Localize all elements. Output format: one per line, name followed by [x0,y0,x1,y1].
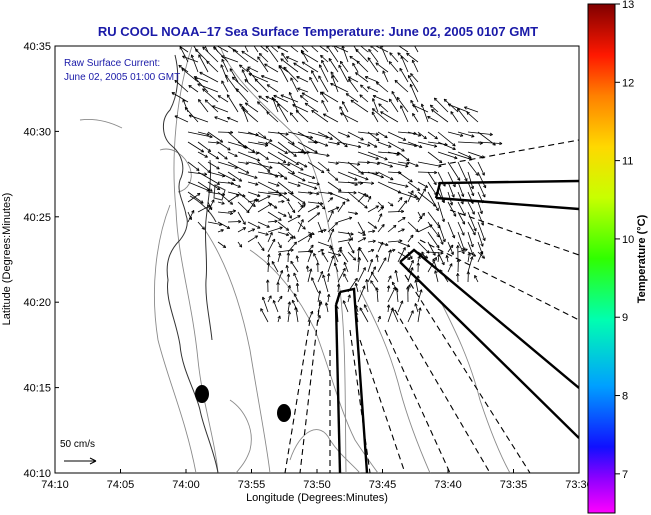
scale-label: 50 cm/s [60,439,95,450]
colorbar-tick-label: 10 [622,234,634,246]
map-title: RU COOL NOAA–17 Sea Surface Temperature:… [98,24,538,39]
annotation-line1: Raw Surface Current: [64,58,160,69]
x-tick-label: 73:45 [369,479,397,491]
x-tick-label: 73:35 [500,479,528,491]
x-axis-label: Longitude (Degrees:Minutes) [246,492,388,504]
x-tick-label: 74:05 [107,479,135,491]
x-tick-label: 74:10 [41,479,69,491]
y-tick-label: 40:15 [23,383,51,395]
scale-arrow [64,457,97,465]
y-axis-label: Latitude (Degrees:Minutes) [1,193,13,326]
colorbar-label: Temperature (°C) [636,214,648,303]
y-tick-label: 40:25 [23,212,51,224]
station-marker [277,404,291,422]
y-tick-labels: 40:35 40:30 40:25 40:20 40:15 40:10 [23,41,59,480]
x-tick-label: 73:50 [303,479,331,491]
radar-wedges [284,139,579,473]
colorbar-tick-label: 7 [622,469,628,481]
x-tick-label: 73:30 [565,479,593,491]
y-tick-label: 40:35 [23,41,51,53]
x-tick-label: 74:00 [172,479,200,491]
annotation-line2: June 02, 2005 01:00 GMT [64,72,180,83]
colorbar-tick-label: 11 [622,156,633,168]
x-tick-labels: 74:10 74:05 74:00 73:55 73:50 73:45 73:40 73:35… [41,469,593,491]
x-tick-label: 73:40 [434,479,462,491]
y-tick-label: 40:10 [23,468,51,480]
colorbar-tick-label: 9 [622,312,628,324]
x-tick-label: 73:55 [238,479,266,491]
y-tick-label: 40:20 [23,297,51,309]
colorbar [587,3,616,514]
coastline [163,54,226,473]
colorbar-tick-label: 12 [622,77,634,89]
transect-lines [334,179,579,473]
colorbar-tick-label: 13 [622,0,634,11]
station-marker [195,385,209,403]
bathymetry-contours [79,46,511,473]
y-tick-label: 40:30 [23,126,51,138]
current-vectors [171,46,503,323]
colorbar-ticks: 13 12 11 10 9 8 7 [615,0,634,481]
colorbar-tick-label: 8 [622,391,628,403]
